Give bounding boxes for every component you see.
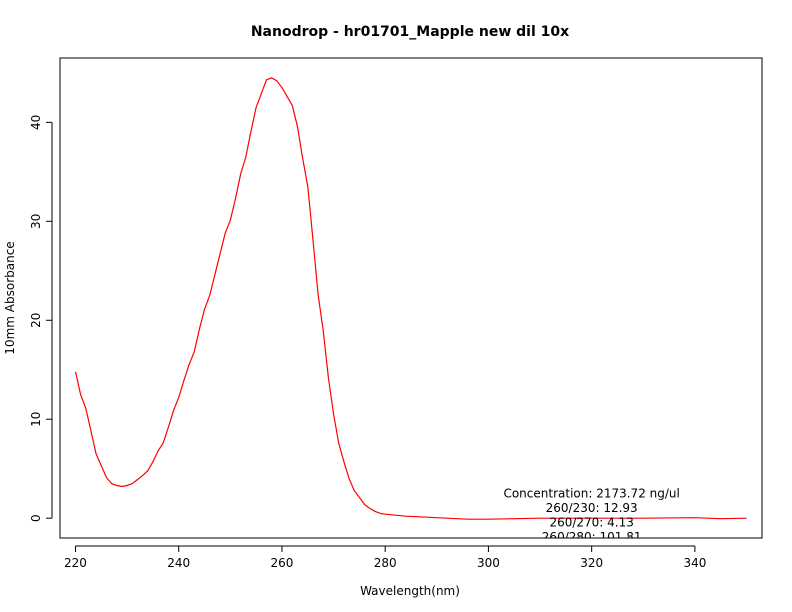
annotation-text: 260/280: 101.81 (542, 530, 642, 544)
plot-frame (59, 57, 763, 539)
y-axis-label: 10mm Absorbance (3, 241, 17, 354)
y-tick-label: 20 (29, 313, 43, 328)
x-tick-label: 320 (580, 556, 603, 570)
x-tick-label: 340 (683, 556, 706, 570)
annotation-text: 260/270: 4.13 (549, 515, 633, 529)
chart-title: Nanodrop - hr01701_Mapple new dil 10x (251, 24, 569, 40)
absorbance-line (74, 77, 747, 520)
annotation-text: 260/230: 12.93 (546, 501, 638, 515)
x-tick-label: 280 (374, 556, 397, 570)
y-tick-label: 30 (29, 214, 43, 229)
y-tick-label: 40 (29, 115, 43, 130)
x-axis: 220 240 260 280 300 320 340 (64, 545, 706, 570)
x-tick-label: 240 (167, 556, 190, 570)
x-tick-label: 220 (64, 556, 87, 570)
y-tick-label: 10 (29, 412, 43, 427)
x-axis-label: Wavelength(nm) (360, 584, 460, 598)
annotation-text: Concentration: 2173.72 ng/ul (503, 486, 679, 500)
x-tick-label: 260 (271, 556, 294, 570)
x-tick-label: 300 (477, 556, 500, 570)
y-axis: 0 10 20 30 40 (29, 115, 53, 522)
y-tick-label: 0 (29, 514, 43, 522)
